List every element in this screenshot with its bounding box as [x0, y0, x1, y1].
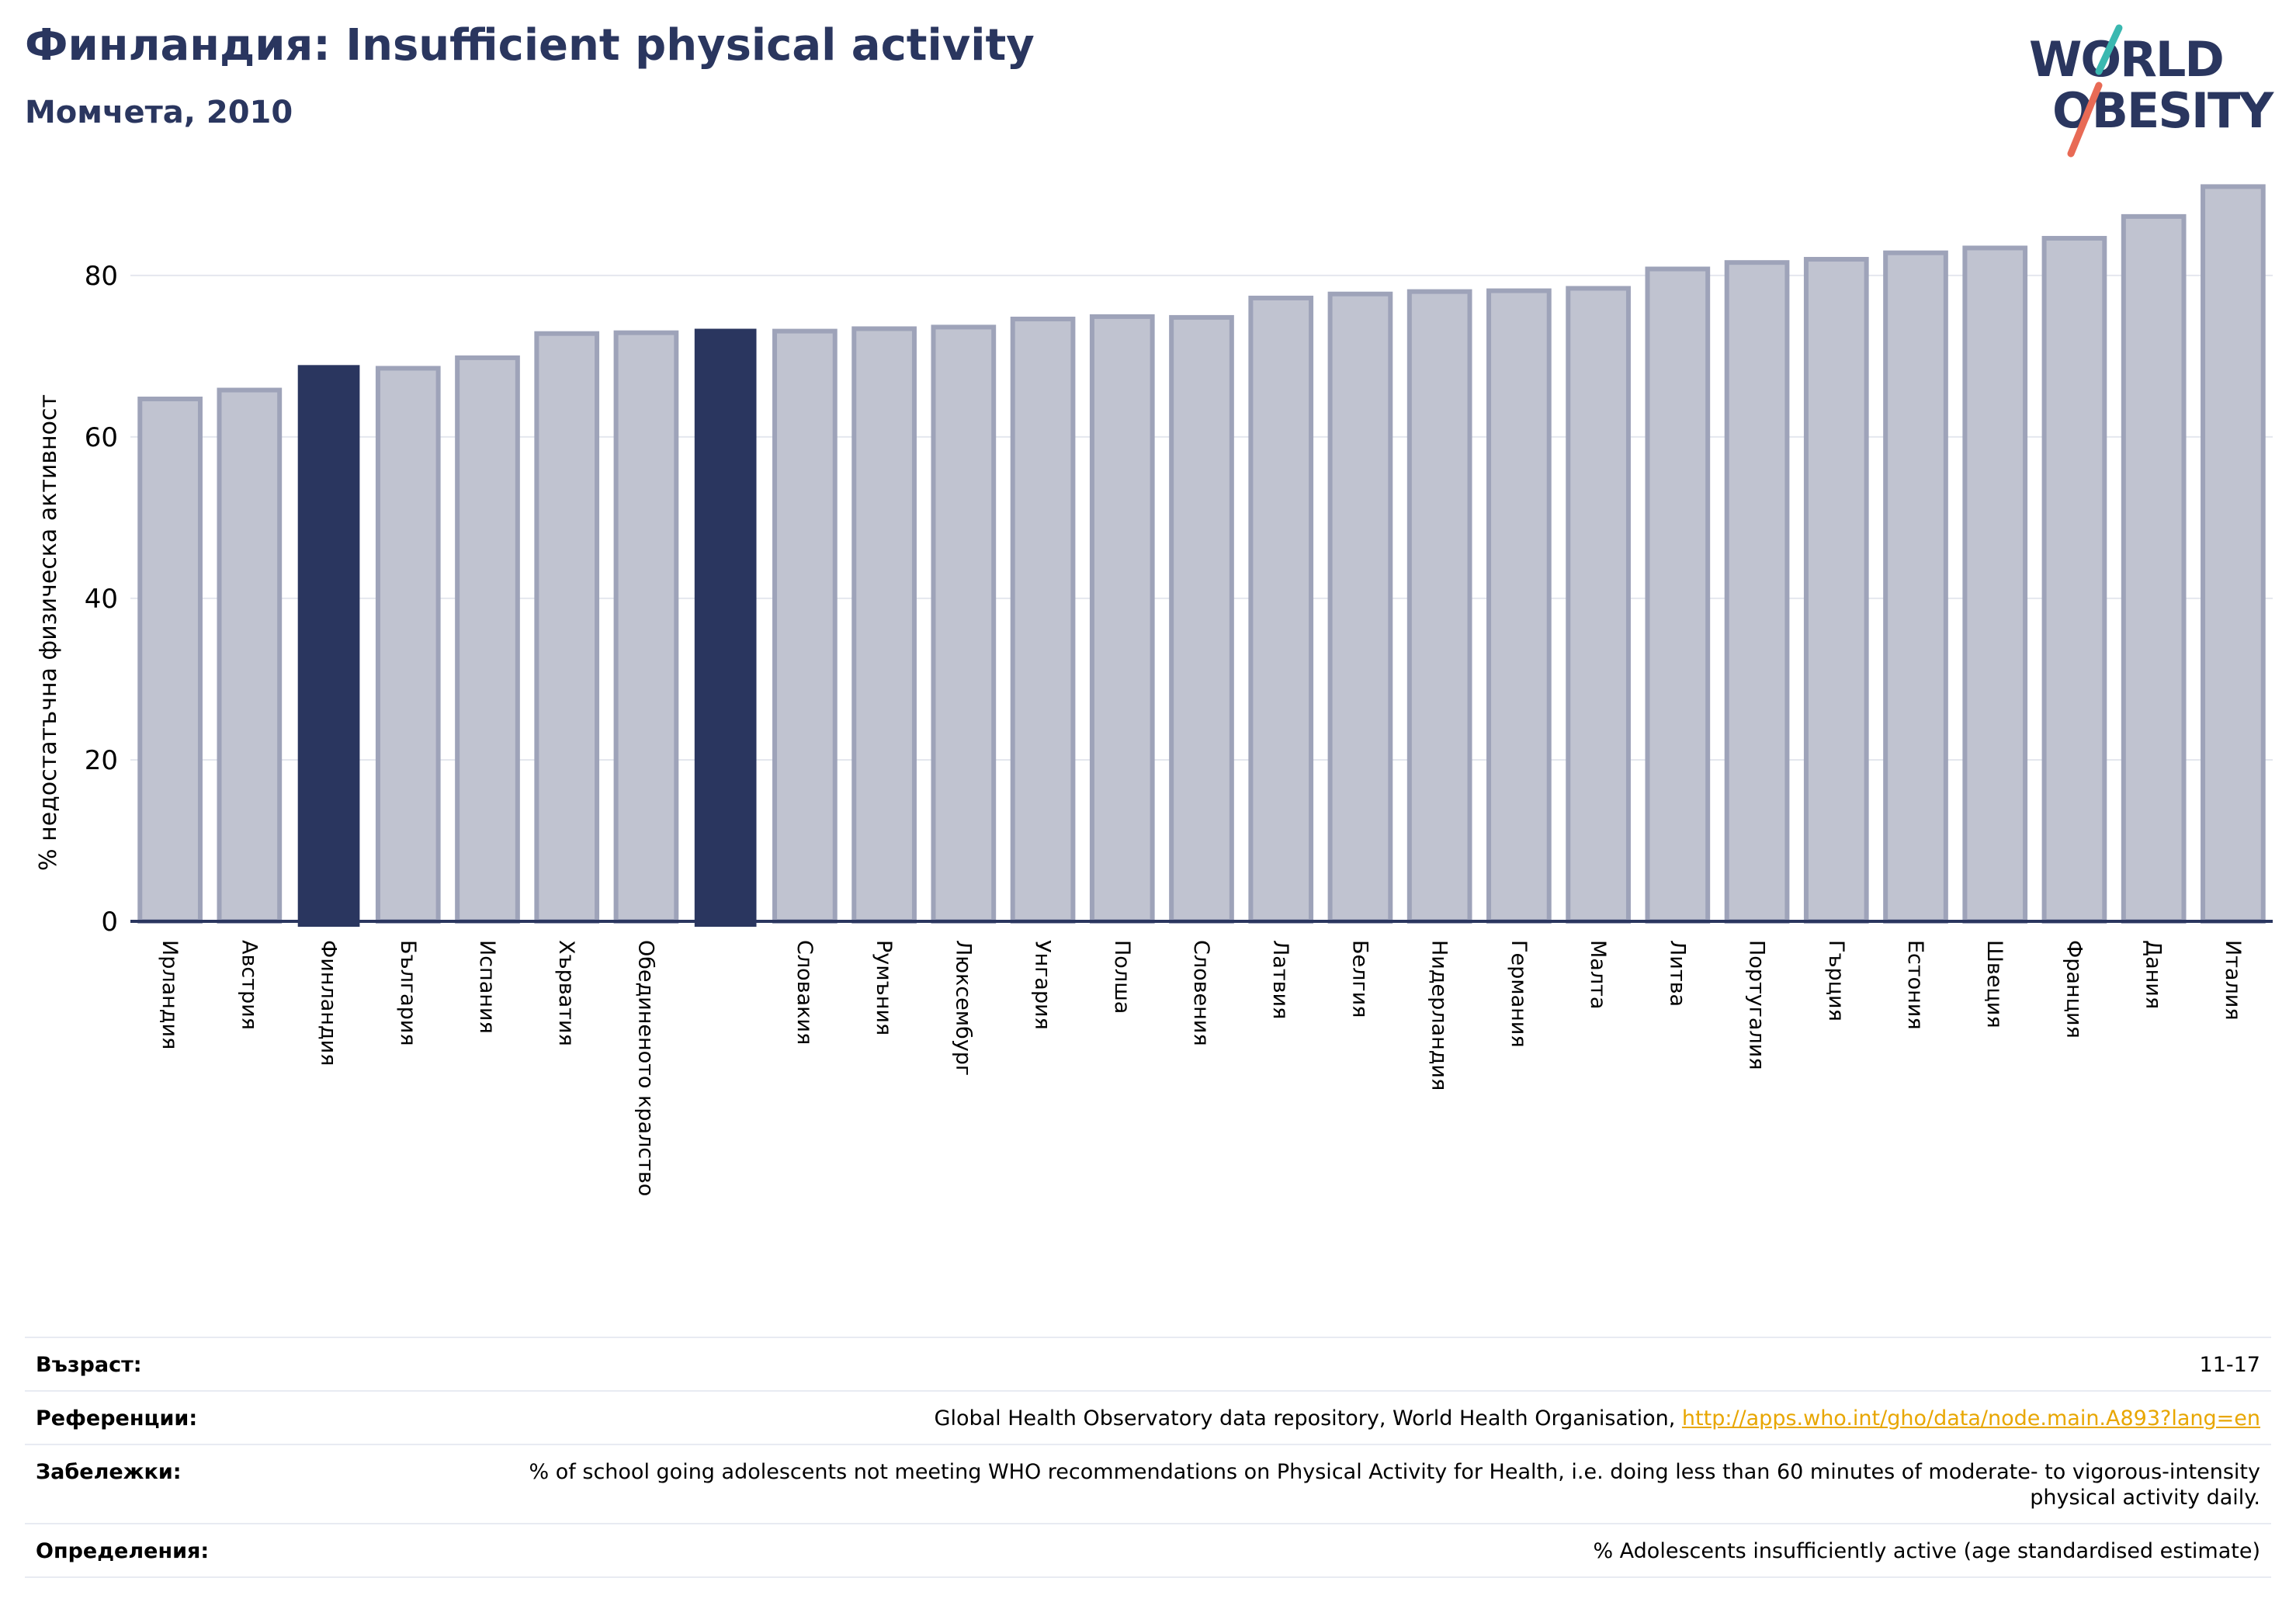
x-tick-label: Германия	[1507, 940, 1531, 1048]
footer-row-references: Референции: Global Health Observatory da…	[25, 1390, 2271, 1444]
x-tick-label: България	[396, 940, 420, 1046]
bar-highlighted	[297, 365, 360, 927]
bar	[1645, 266, 1711, 924]
notes-label: Забележки:	[36, 1460, 182, 1484]
logo-word-world: WORLD	[2029, 31, 2223, 88]
footer-table: Възраст: 11-17 Референции: Global Health…	[25, 1337, 2271, 1578]
bar	[931, 324, 997, 924]
chart-subtitle: Момчета, 2010	[25, 95, 293, 130]
bar	[613, 330, 679, 924]
y-tick-label: 0	[101, 907, 118, 938]
x-tick-label: Полша	[1110, 940, 1134, 1014]
age-label: Възраст:	[36, 1353, 142, 1377]
x-tick-label: Дания	[2142, 940, 2166, 1009]
y-tick-label: 60	[85, 422, 118, 453]
x-tick-label: Унгария	[1031, 940, 1055, 1030]
bar	[455, 355, 520, 924]
footer-row-definitions: Определения: % Adolescents insufficientl…	[25, 1523, 2271, 1578]
x-tick-labels: Ирландия Австрия Финландия България Испания Х…	[158, 940, 2245, 1196]
bar-chart: 0 20 40 60 80 Ирландия Австрия Финландия Българ…	[35, 184, 2273, 1196]
references-link[interactable]: http://apps.who.int/gho/data/node.main.A…	[1681, 1406, 2260, 1431]
bar	[1406, 289, 1472, 924]
y-tick-labels: 0 20 40 60 80	[85, 261, 118, 938]
x-tick-label: Румъния	[872, 940, 896, 1035]
bar	[1566, 286, 1631, 924]
x-tick-label: Обединеното кралство	[633, 940, 657, 1196]
x-tick-label: Гърция	[1824, 940, 1848, 1021]
notes-value: % of school going adolescents not meetin…	[529, 1460, 2260, 1510]
world-obesity-logo: WORLD OBESITY	[2029, 24, 2276, 158]
x-tick-label: Ирландия	[158, 940, 182, 1049]
bar	[851, 326, 917, 924]
bar	[1089, 314, 1155, 924]
x-tick-label: Испания	[475, 940, 499, 1034]
bar	[375, 366, 441, 924]
bar	[1010, 316, 1076, 924]
definitions-label: Определения:	[36, 1539, 210, 1563]
x-tick-label: Швеция	[1982, 940, 2006, 1028]
bar	[1248, 295, 1314, 924]
x-tick-label: Латвия	[1268, 940, 1292, 1019]
bar	[1327, 291, 1393, 924]
x-tick-label: Италия	[2221, 940, 2245, 1021]
bar	[1883, 250, 1948, 924]
age-value: 11-17	[2199, 1353, 2260, 1377]
x-tick-label: Словакия	[793, 940, 817, 1045]
bar	[534, 331, 600, 924]
x-tick-label: Франция	[2062, 940, 2086, 1039]
bar	[2041, 235, 2107, 924]
chart-title: Финландия: Insufficient physical activit…	[25, 20, 1035, 71]
bar	[1962, 245, 2028, 924]
bars	[137, 184, 2266, 928]
x-tick-label: Финландия	[317, 940, 341, 1066]
footer-row-age: Възраст: 11-17	[25, 1337, 2271, 1390]
y-tick-label: 40	[85, 584, 118, 615]
bar	[2201, 184, 2266, 924]
y-tick-label: 80	[85, 261, 118, 292]
x-tick-label: Португалия	[1745, 940, 1769, 1070]
y-tick-label: 20	[85, 745, 118, 776]
bar	[1724, 260, 1790, 924]
logo-slash-bottom	[2067, 81, 2103, 158]
references-label: Референции:	[36, 1406, 198, 1431]
definitions-value: % Adolescents insufficiently active (age…	[1593, 1539, 2260, 1563]
x-tick-label: Хърватия	[554, 940, 578, 1046]
bar	[137, 396, 203, 924]
logo-slash-top	[2095, 24, 2123, 75]
bar	[1803, 257, 1869, 924]
x-tick-label: Белгия	[1347, 940, 1372, 1018]
x-tick-label: Австрия	[237, 940, 261, 1030]
x-tick-label: Люксембург	[951, 940, 975, 1076]
bar	[217, 387, 283, 924]
bar	[2121, 213, 2187, 924]
bar	[1486, 288, 1552, 924]
x-tick-label: Словения	[1189, 940, 1213, 1046]
y-axis-label: % недостатъчна физическа активност	[35, 394, 62, 871]
x-tick-label: Нидерландия	[1427, 940, 1451, 1091]
x-tick-label: Малта	[1586, 940, 1610, 1009]
bar-highlighted	[694, 328, 757, 928]
x-tick-label: Литва	[1665, 940, 1689, 1007]
bar	[1169, 314, 1234, 924]
footer-row-notes: Забележки: % of school going adolescents…	[25, 1444, 2271, 1523]
references-text: Global Health Observatory data repositor…	[934, 1406, 1682, 1431]
references-value: Global Health Observatory data repositor…	[935, 1406, 2260, 1431]
bar	[772, 328, 838, 924]
x-tick-label: Естония	[1903, 940, 1927, 1030]
